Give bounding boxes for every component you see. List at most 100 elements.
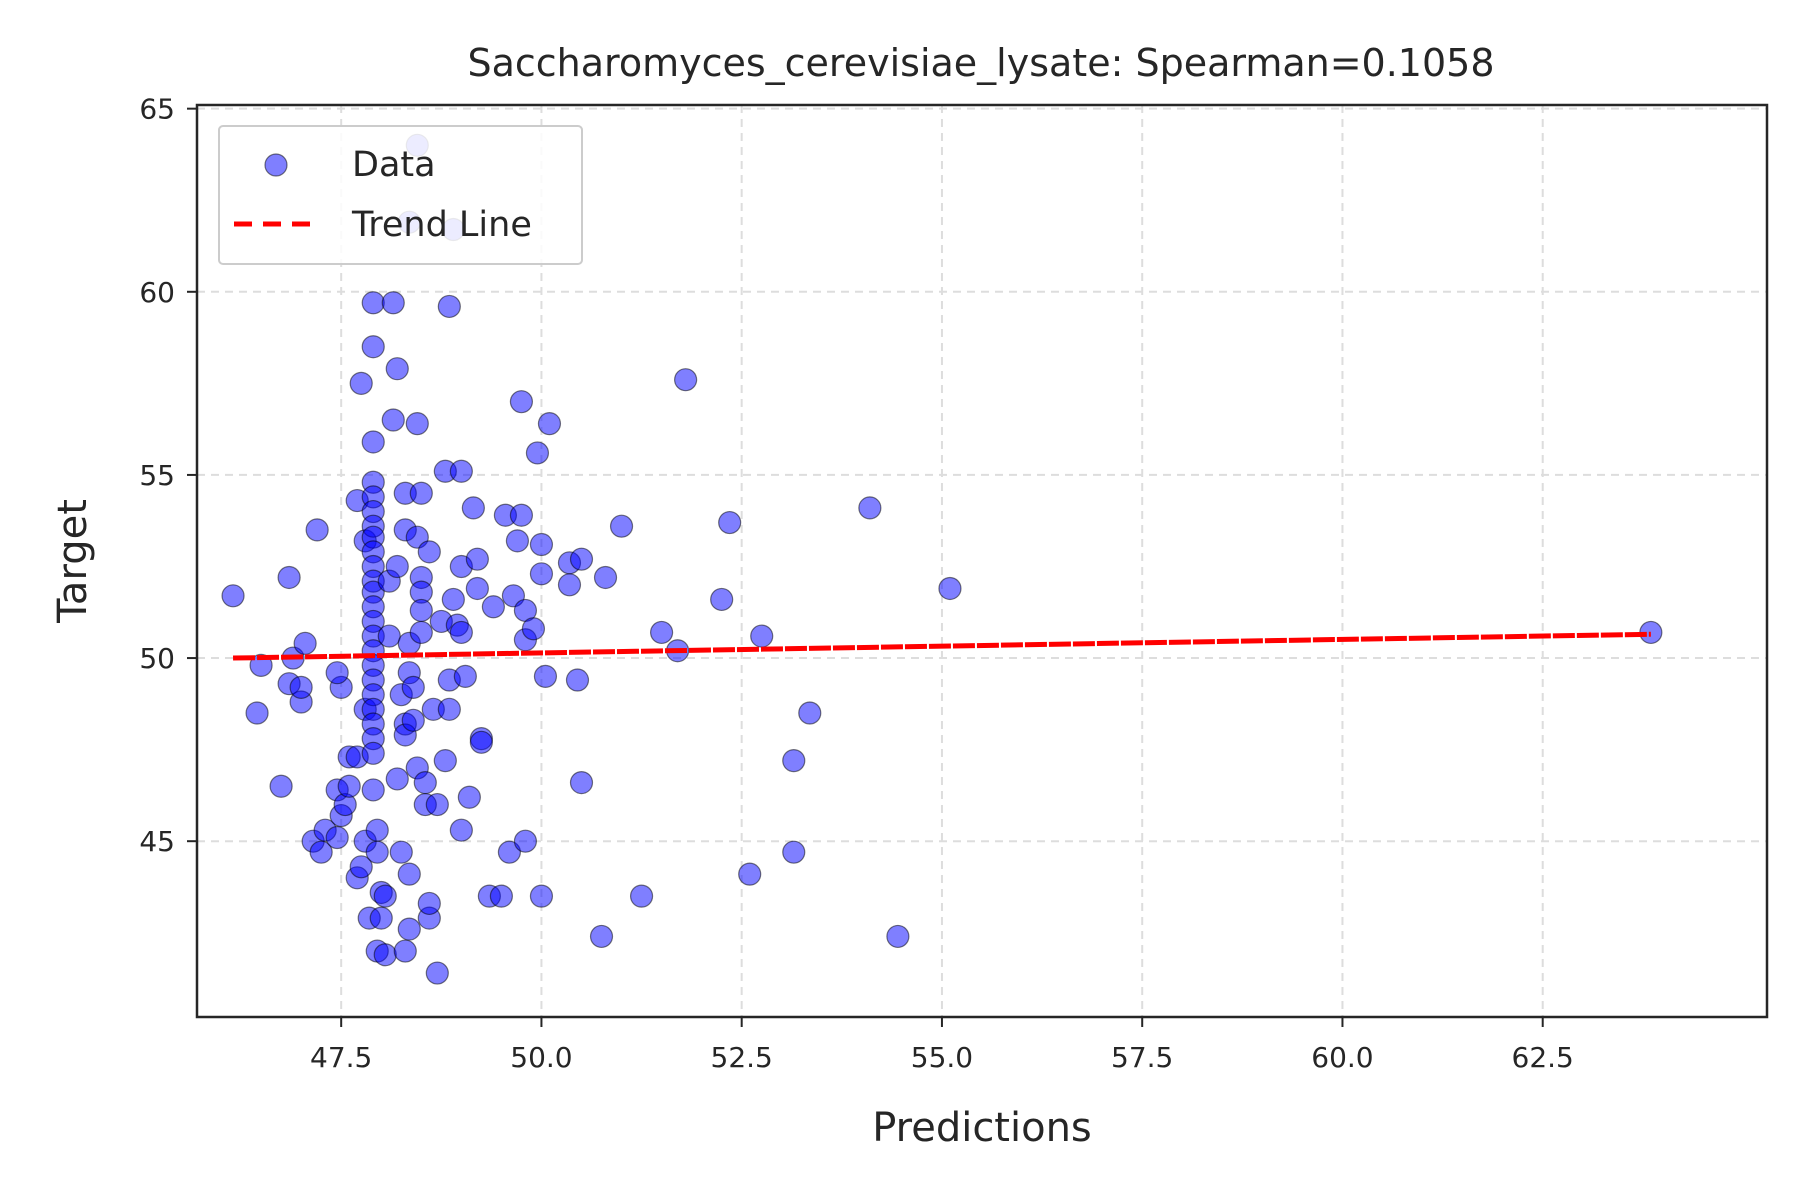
data-point <box>569 547 594 571</box>
data-point <box>349 371 373 395</box>
data-point <box>529 884 554 908</box>
grid-lines <box>197 105 1767 1017</box>
data-point <box>449 818 473 842</box>
data-point <box>409 620 433 645</box>
y-axis-ticks: 45 50 55 60 65 <box>139 93 197 858</box>
data-point <box>537 412 562 436</box>
data-point <box>373 884 397 908</box>
data-point <box>269 774 293 798</box>
x-tick-label: 60.0 <box>1311 1041 1373 1074</box>
data-point <box>361 741 385 765</box>
data-point <box>465 547 489 571</box>
data-point <box>798 701 822 725</box>
data-point <box>465 576 489 601</box>
data-point <box>289 675 313 699</box>
data-point <box>397 862 421 886</box>
data-point <box>385 357 409 381</box>
data-point <box>938 576 962 601</box>
data-point <box>409 598 433 623</box>
data-point <box>413 770 437 795</box>
x-tick-label: 55.0 <box>911 1041 973 1074</box>
data-point <box>453 664 477 688</box>
data-point <box>373 943 397 967</box>
data-point <box>293 631 317 656</box>
data-point <box>417 891 441 916</box>
data-point <box>401 675 425 699</box>
data-point <box>277 565 301 590</box>
data-point <box>738 862 762 886</box>
data-point <box>710 587 734 612</box>
plot-frame <box>195 103 1769 1019</box>
data-point <box>609 514 634 538</box>
data-point <box>377 624 401 648</box>
data-point <box>509 390 534 414</box>
data-point <box>393 939 417 963</box>
data-point <box>417 540 441 564</box>
data-point <box>361 291 385 315</box>
data-point <box>782 840 806 864</box>
data-point <box>461 496 485 520</box>
data-point <box>629 884 654 908</box>
data-point <box>425 961 449 985</box>
data-point <box>245 701 269 725</box>
data-point <box>437 697 461 721</box>
x-tick-label: 52.5 <box>711 1041 773 1074</box>
data-point <box>449 620 473 645</box>
data-point <box>397 917 421 941</box>
data-point <box>529 562 554 586</box>
data-point <box>401 708 425 732</box>
data-point <box>365 818 389 842</box>
data-point <box>569 770 594 795</box>
data-point <box>385 767 409 791</box>
x-axis-ticks: 47.5 50.0 52.5 55.0 57.5 60.0 62.5 <box>310 1017 1574 1074</box>
data-point <box>858 496 882 520</box>
legend-data-marker <box>264 153 288 177</box>
legend-box <box>218 125 583 265</box>
data-point <box>589 924 614 949</box>
legend: Data Trend Line <box>218 125 583 265</box>
data-point <box>309 840 333 864</box>
data-point <box>389 840 413 864</box>
chart-title: Saccharomyces_cerevisiae_lysate: Spearma… <box>467 41 1494 85</box>
data-point <box>497 840 521 864</box>
data-point <box>425 792 449 817</box>
data-point <box>565 668 590 692</box>
data-point <box>718 510 742 535</box>
data-point <box>337 774 361 798</box>
data-point <box>513 829 538 853</box>
x-axis-label: Predictions <box>872 1105 1092 1151</box>
data-point <box>886 924 910 949</box>
x-tick-label: 47.5 <box>310 1041 372 1074</box>
y-tick-label: 55 <box>139 459 175 492</box>
y-tick-label: 65 <box>139 93 175 126</box>
data-point <box>325 661 349 685</box>
data-points <box>221 133 1663 985</box>
data-point <box>525 441 550 465</box>
data-point <box>481 595 505 619</box>
data-point <box>782 749 806 773</box>
data-point <box>649 620 674 645</box>
legend-data-label: Data <box>352 145 436 185</box>
data-point <box>674 368 698 392</box>
data-point <box>361 335 385 359</box>
data-point <box>305 518 329 542</box>
y-axis-label: Target <box>50 499 96 624</box>
data-point <box>750 624 774 648</box>
data-point <box>409 481 433 505</box>
y-tick-label: 45 <box>139 825 175 858</box>
data-point <box>449 459 473 483</box>
data-point <box>533 664 558 688</box>
data-point <box>221 584 245 608</box>
data-point <box>521 617 546 641</box>
data-point <box>325 825 349 850</box>
data-point <box>509 503 534 527</box>
legend-trend-label: Trend Line <box>351 205 532 245</box>
data-point <box>457 785 481 809</box>
data-point <box>505 529 530 553</box>
data-point <box>437 294 461 319</box>
x-tick-label: 57.5 <box>1111 1041 1173 1074</box>
data-point <box>381 291 405 315</box>
data-point <box>349 855 373 879</box>
trend-line <box>233 631 1651 661</box>
